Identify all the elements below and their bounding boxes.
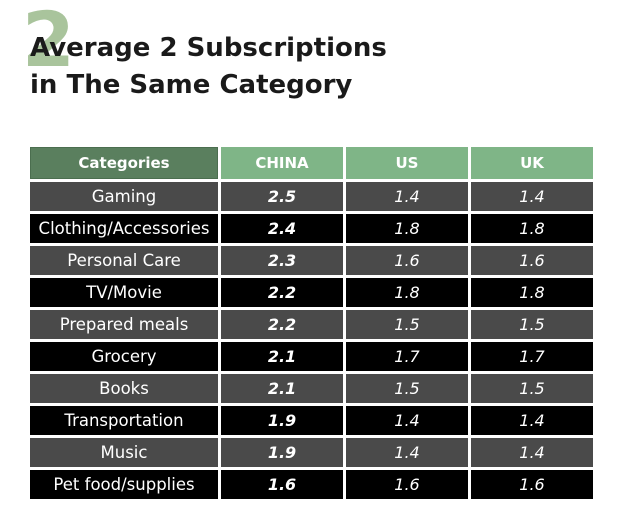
table-row: Transportation 1.9 1.4 1.4 <box>30 406 593 435</box>
china-value-cell: 2.3 <box>221 246 343 275</box>
section-number: 2 <box>22 0 75 84</box>
category-cell: Music <box>30 438 218 467</box>
china-value-cell: 2.2 <box>221 310 343 339</box>
table-row: Grocery 2.1 1.7 1.7 <box>30 342 593 371</box>
title-line-1: Average 2 Subscriptions <box>30 33 387 63</box>
uk-value-cell: 1.8 <box>471 214 593 243</box>
table-row: Books 2.1 1.5 1.5 <box>30 374 593 403</box>
table-row: Pet food/supplies 1.6 1.6 1.6 <box>30 470 593 499</box>
header-row: Categories CHINA US UK <box>30 147 593 179</box>
china-value-cell: 2.5 <box>221 182 343 211</box>
uk-value-cell: 1.5 <box>471 310 593 339</box>
uk-value-cell: 1.4 <box>471 406 593 435</box>
china-value-cell: 2.1 <box>221 342 343 371</box>
header-us: US <box>346 147 468 179</box>
category-cell: Gaming <box>30 182 218 211</box>
us-value-cell: 1.4 <box>346 182 468 211</box>
category-cell: Pet food/supplies <box>30 470 218 499</box>
china-value-cell: 1.9 <box>221 438 343 467</box>
category-cell: Grocery <box>30 342 218 371</box>
category-cell: Books <box>30 374 218 403</box>
page-title: Average 2 Subscriptions in The Same Cate… <box>30 30 387 104</box>
uk-value-cell: 1.7 <box>471 342 593 371</box>
uk-value-cell: 1.6 <box>471 470 593 499</box>
us-value-cell: 1.4 <box>346 438 468 467</box>
table-row: Personal Care 2.3 1.6 1.6 <box>30 246 593 275</box>
header-china: CHINA <box>221 147 343 179</box>
category-cell: Clothing/Accessories <box>30 214 218 243</box>
header-uk: UK <box>471 147 593 179</box>
subscriptions-table: Categories CHINA US UK Gaming 2.5 1.4 1.4 Cl… <box>27 144 596 502</box>
china-value-cell: 2.4 <box>221 214 343 243</box>
us-value-cell: 1.8 <box>346 214 468 243</box>
uk-value-cell: 1.4 <box>471 438 593 467</box>
category-cell: Prepared meals <box>30 310 218 339</box>
uk-value-cell: 1.6 <box>471 246 593 275</box>
uk-value-cell: 1.4 <box>471 182 593 211</box>
us-value-cell: 1.7 <box>346 342 468 371</box>
china-value-cell: 2.2 <box>221 278 343 307</box>
category-cell: Personal Care <box>30 246 218 275</box>
us-value-cell: 1.6 <box>346 470 468 499</box>
uk-value-cell: 1.8 <box>471 278 593 307</box>
us-value-cell: 1.4 <box>346 406 468 435</box>
us-value-cell: 1.5 <box>346 310 468 339</box>
us-value-cell: 1.8 <box>346 278 468 307</box>
category-cell: Transportation <box>30 406 218 435</box>
title-line-2: in The Same Category <box>30 70 353 100</box>
table-row: Prepared meals 2.2 1.5 1.5 <box>30 310 593 339</box>
us-value-cell: 1.6 <box>346 246 468 275</box>
us-value-cell: 1.5 <box>346 374 468 403</box>
table-row: Gaming 2.5 1.4 1.4 <box>30 182 593 211</box>
uk-value-cell: 1.5 <box>471 374 593 403</box>
table-row: Music 1.9 1.4 1.4 <box>30 438 593 467</box>
china-value-cell: 1.6 <box>221 470 343 499</box>
table-row: TV/Movie 2.2 1.8 1.8 <box>30 278 593 307</box>
header-categories: Categories <box>30 147 218 179</box>
china-value-cell: 2.1 <box>221 374 343 403</box>
china-value-cell: 1.9 <box>221 406 343 435</box>
category-cell: TV/Movie <box>30 278 218 307</box>
table-row: Clothing/Accessories 2.4 1.8 1.8 <box>30 214 593 243</box>
